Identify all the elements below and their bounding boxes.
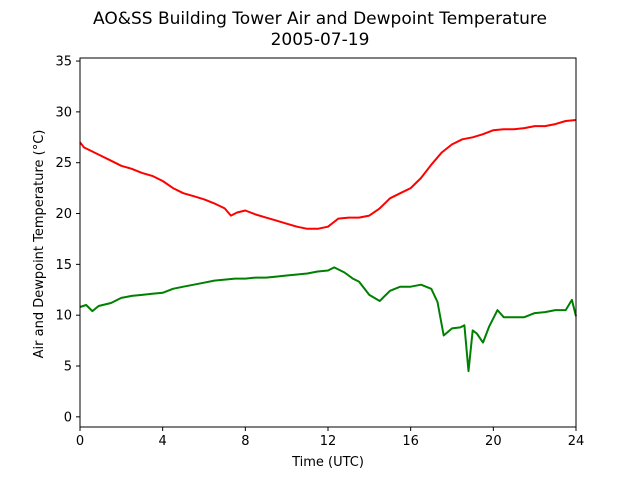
plot-area — [79, 119, 577, 373]
x-tick-label: 16 — [402, 434, 419, 449]
series-line-2 — [79, 266, 577, 373]
y-tick-label: 0 — [64, 410, 72, 425]
y-tick-label: 35 — [55, 55, 72, 70]
y-tick-label: 25 — [55, 156, 72, 171]
x-tick-label: 8 — [241, 434, 249, 449]
y-tick-label: 20 — [55, 207, 72, 222]
chart-subtitle: 2005-07-19 — [271, 30, 370, 50]
x-tick-label: 0 — [76, 434, 84, 449]
y-tick-label: 15 — [55, 258, 72, 273]
chart-title: AO&SS Building Tower Air and Dewpoint Te… — [93, 9, 547, 29]
y-tick-label: 10 — [55, 309, 72, 324]
x-tick-label: 4 — [159, 434, 167, 449]
y-tick-label: 5 — [64, 360, 72, 375]
x-tick-label: 24 — [568, 434, 585, 449]
y-axis-label: Air and Dewpoint Temperature (°C) — [32, 130, 47, 359]
x-axis-label: Time (UTC) — [291, 455, 364, 470]
x-tick-label: 20 — [485, 434, 502, 449]
x-tick-label: 12 — [320, 434, 337, 449]
axes: 0 4 8 12 16 20 24 0 5 10 15 20 25 30 35 — [55, 55, 584, 449]
y-tick-label: 30 — [55, 105, 72, 120]
series-line-1 — [79, 119, 577, 230]
